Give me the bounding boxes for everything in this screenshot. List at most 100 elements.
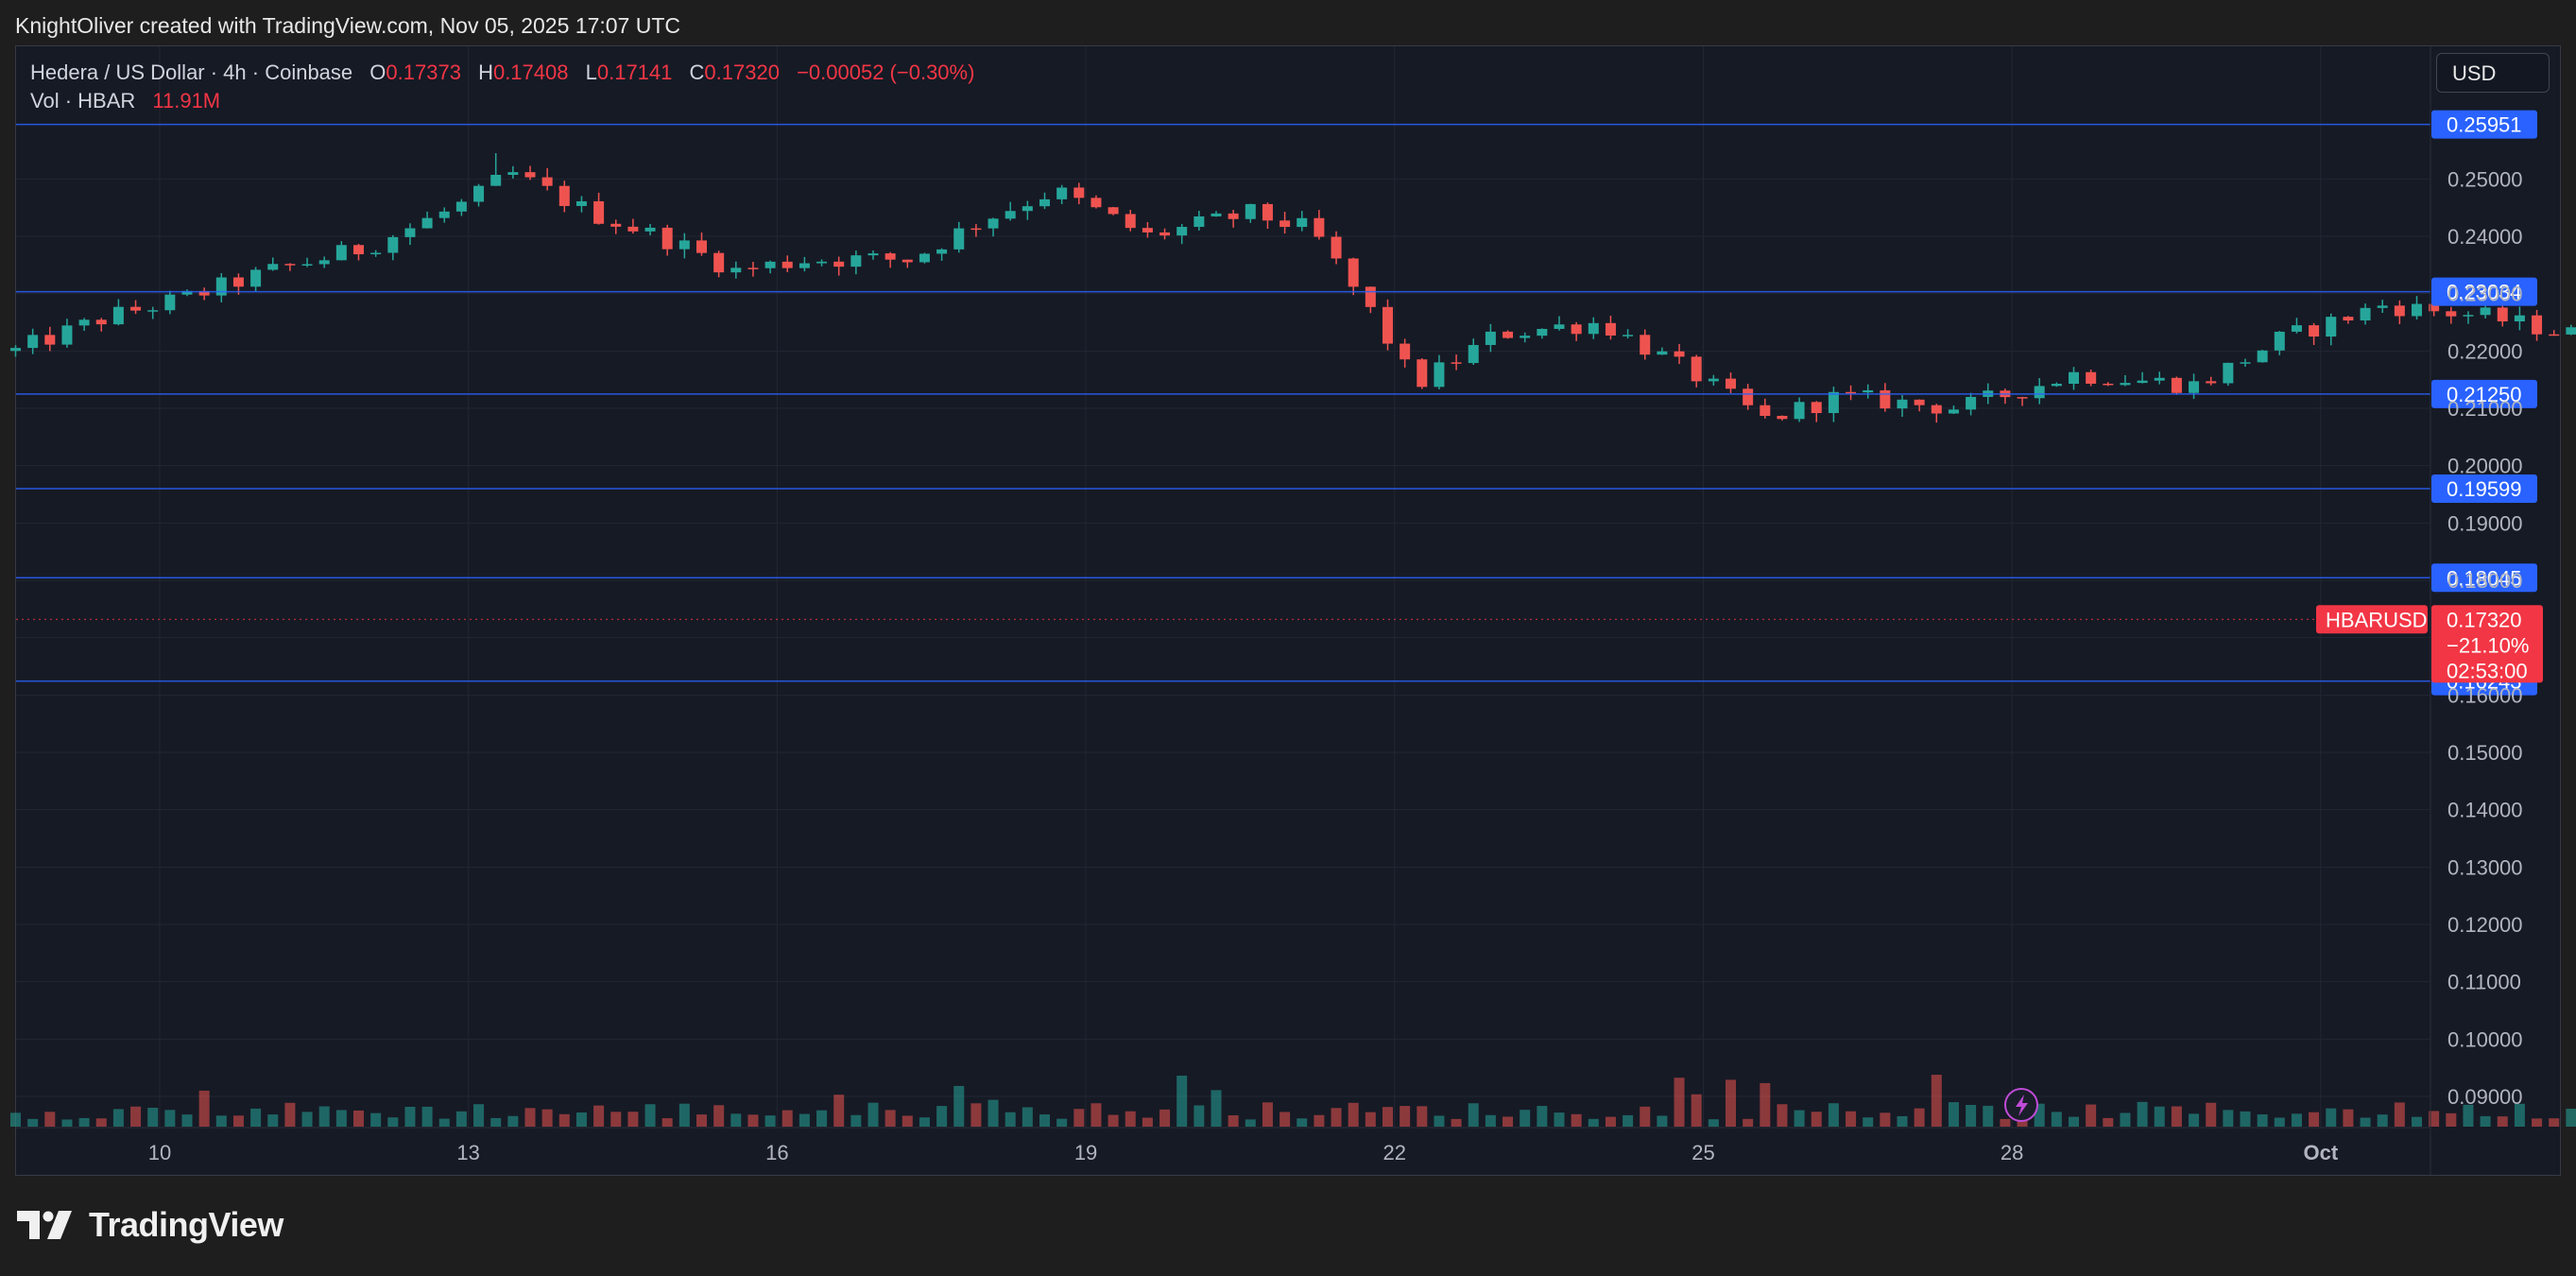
candle-body[interactable] [1863,389,1874,393]
candle-body[interactable] [421,217,433,229]
candle-body[interactable] [850,255,862,267]
candle-body[interactable] [575,200,587,206]
candle-body[interactable] [490,174,502,186]
candle-body[interactable] [1365,286,1376,307]
candle-body[interactable] [2223,362,2234,384]
candle-body[interactable] [10,348,21,352]
candle-body[interactable] [1743,388,1754,405]
candle-body[interactable] [2429,303,2440,312]
candle-body[interactable] [610,223,622,227]
candle-body[interactable] [1623,335,1634,336]
candle-body[interactable] [2480,307,2491,316]
candle-body[interactable] [970,228,982,231]
candle-body[interactable] [2120,383,2131,386]
candle-body[interactable] [764,261,776,268]
candle-body[interactable] [164,294,176,311]
candle-body[interactable] [1039,198,1050,207]
candle-body[interactable] [95,319,107,325]
candle-body[interactable] [1073,187,1085,198]
candle-body[interactable] [1588,322,1599,335]
candle-body[interactable] [1297,217,1308,228]
candle-body[interactable] [130,306,142,311]
candle-body[interactable] [541,177,553,186]
candle-body[interactable] [267,264,279,270]
candle-body[interactable] [1451,362,1462,364]
candle-body[interactable] [1314,217,1325,237]
candle-body[interactable] [2377,305,2388,308]
candle-body[interactable] [1708,378,1719,382]
candle-body[interactable] [1811,402,1822,414]
candle-body[interactable] [250,269,262,287]
candle-body[interactable] [2274,331,2285,351]
candle-body[interactable] [730,267,742,273]
candle-body[interactable] [2206,381,2217,384]
candle-body[interactable] [1108,207,1119,215]
candle-body[interactable] [1468,344,1479,364]
chart-pane[interactable] [15,45,2561,1176]
candle-body[interactable] [2103,383,2114,386]
candle-body[interactable] [61,325,73,345]
candle-body[interactable] [2257,350,2268,363]
candle-body[interactable] [1382,306,1393,344]
candle-body[interactable] [2360,307,2371,321]
candle-body[interactable] [936,249,948,254]
candle-body[interactable] [1846,391,1857,394]
candle-body[interactable] [1760,405,1771,416]
candle-body[interactable] [1176,227,1188,236]
candle-body[interactable] [919,253,930,263]
volume-label[interactable]: Vol · HBAR [30,89,136,112]
lightning-icon[interactable] [2004,1088,2038,1122]
candle-body[interactable] [644,227,656,232]
candle-body[interactable] [301,264,313,266]
candle-body[interactable] [1520,336,1531,338]
candle-body[interactable] [1022,206,1033,212]
candle-body[interactable] [318,260,330,265]
candle-body[interactable] [696,240,707,253]
candle-body[interactable] [1828,391,1839,414]
candle-body[interactable] [1245,203,1256,219]
candle-body[interactable] [232,277,244,287]
candle-body[interactable] [2514,315,2525,322]
candle-body[interactable] [1485,331,1496,345]
candle-body[interactable] [1125,214,1136,229]
candle-body[interactable] [1966,396,1977,410]
candle-body[interactable] [1914,399,1925,405]
candle-body[interactable] [2189,381,2200,393]
candle-body[interactable] [2309,325,2320,337]
candle-body[interactable] [1948,409,1959,414]
candle-body[interactable] [370,252,382,255]
candle-body[interactable] [1005,211,1016,219]
candle-body[interactable] [2497,307,2508,322]
candle-body[interactable] [473,185,485,202]
candle-body[interactable] [1194,216,1205,228]
candle-body[interactable] [2086,371,2097,384]
candle-body[interactable] [678,240,690,250]
currency-button[interactable]: USD [2436,53,2550,93]
candle-body[interactable] [799,263,810,268]
candle-body[interactable] [2412,303,2422,317]
candle-body[interactable] [284,264,296,266]
candle-body[interactable] [593,200,605,224]
candle-body[interactable] [1640,335,1651,355]
candle-body[interactable] [833,261,845,267]
candle-body[interactable] [713,252,725,273]
candle-body[interactable] [1554,324,1565,329]
candle-body[interactable] [1931,405,1942,414]
candle-body[interactable] [1794,402,1805,420]
candle-body[interactable] [44,335,56,345]
candle-body[interactable] [147,310,159,312]
candle-body[interactable] [438,211,450,218]
candle-body[interactable] [198,290,210,296]
candle-body[interactable] [1503,331,1514,338]
candle-body[interactable] [747,267,759,269]
candle-body[interactable] [1056,187,1068,199]
candle-body[interactable] [404,228,416,237]
candle-body[interactable] [455,201,467,212]
candle-body[interactable] [627,226,639,232]
candle-body[interactable] [1211,213,1222,216]
candle-body[interactable] [867,253,879,256]
candle-body[interactable] [387,236,399,253]
candle-body[interactable] [2549,334,2560,336]
candle-body[interactable] [2154,377,2165,381]
